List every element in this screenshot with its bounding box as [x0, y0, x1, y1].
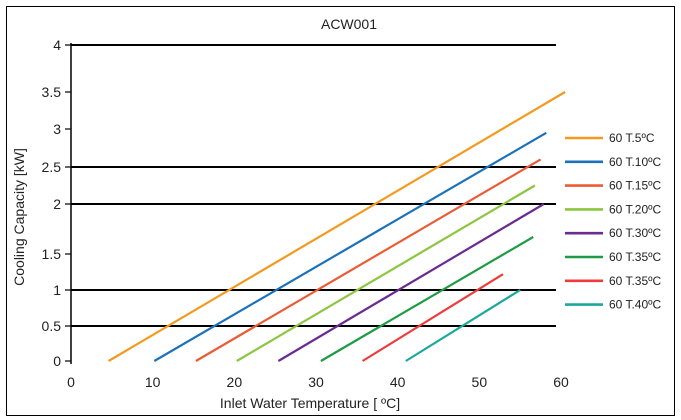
legend-label: 60 T.35ºC [609, 250, 662, 264]
legend: 60 T.5ºC 60 T.10ºC 60 T.15ºC 60 T.20ºC 60 T.… [565, 131, 662, 312]
y-tick-label: 0.5 [42, 318, 62, 334]
series-line-8 [405, 289, 521, 362]
chart-frame: 0 0.5 1 1.5 2 2.5 3 3.5 4 0 10 20 30 40 50 60 ACW001 In… [6, 6, 675, 416]
x-tick-label: 30 [308, 374, 324, 390]
series-line-6 [320, 236, 534, 362]
legend-label: 60 T.40ºC [609, 298, 662, 312]
legend-label: 60 T.10ºC [609, 155, 662, 169]
legend-label: 60 T.30ºC [609, 226, 662, 240]
legend-label: 60 T.20ºC [609, 202, 662, 216]
series-layer [108, 91, 566, 362]
legend-label: 60 T.15ºC [609, 179, 662, 193]
y-tick-label: 2.5 [42, 159, 62, 175]
y-axis-title: Cooling Capacity [kW] [11, 148, 27, 286]
y-tick-label: 3.5 [42, 84, 62, 100]
x-tick-label: 0 [67, 374, 75, 390]
x-tick-label: 50 [472, 374, 488, 390]
y-tick-label: 1.5 [42, 246, 62, 262]
y-tick-label: 4 [53, 37, 61, 53]
y-tick-label: 1 [53, 282, 61, 298]
chart-title: ACW001 [321, 16, 377, 32]
legend-label: 60 T.5ºC [609, 131, 655, 145]
y-tick-label: 2 [53, 196, 61, 212]
x-tick-label: 40 [390, 374, 406, 390]
series-line-2 [153, 131, 547, 362]
series-line-3 [195, 158, 542, 362]
axis-layer: 00.511.522.533.540 10 20 30 40 50 60 [42, 37, 569, 390]
x-tick-label: 60 [553, 374, 569, 390]
cooling-capacity-chart: 00.511.522.533.540 10 20 30 40 50 60 ACW001 In… [11, 16, 662, 411]
x-tick-label: 10 [145, 374, 161, 390]
series-line-5 [277, 203, 545, 362]
series-line-4 [236, 184, 536, 362]
x-tick-label: 20 [227, 374, 243, 390]
x-axis-title: Inlet Water Temperature [ ºC] [220, 395, 400, 411]
y-tick-label: 0 [53, 353, 61, 369]
grid-layer [71, 44, 556, 327]
series-line-1 [108, 91, 566, 362]
series-line-7 [362, 273, 504, 362]
legend-label: 60 T.35ºC [609, 274, 662, 288]
y-tick-label: 3 [53, 121, 61, 137]
